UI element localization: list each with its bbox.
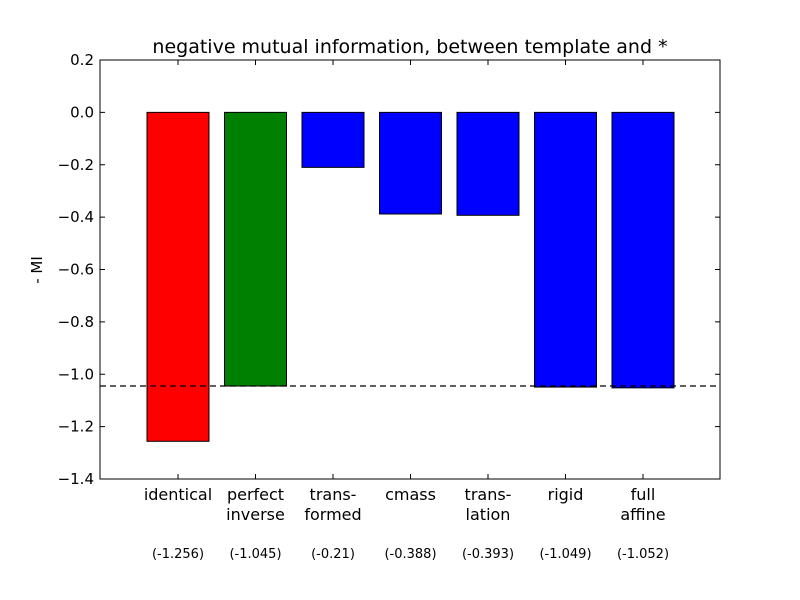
y-tick-label: 0.0	[70, 103, 94, 121]
bar	[224, 111, 287, 387]
bar	[534, 111, 597, 388]
value-label: (-0.21)	[311, 547, 355, 562]
y-tick-label: −0.8	[58, 313, 94, 331]
y-ticks-layer: 0.2 0.0 −0.2 −0.4 −0.6 −0.8 −1.0 −1.2 −1.4	[58, 51, 720, 488]
value-label: (-0.388)	[384, 547, 436, 562]
x-category-label: affine	[620, 505, 665, 524]
bar	[611, 111, 675, 389]
bar	[456, 111, 520, 216]
x-category-label: formed	[304, 505, 361, 524]
bars-layer	[146, 111, 675, 442]
y-tick-label: −0.2	[58, 156, 94, 174]
y-tick-label: −0.6	[58, 261, 94, 279]
value-label: (-1.045)	[229, 547, 281, 562]
x-category-label: rigid	[548, 485, 584, 504]
y-tick-label: −1.4	[58, 470, 94, 488]
y-tick-label: −1.2	[58, 418, 94, 436]
x-category-label: trans-	[310, 485, 357, 504]
value-label: (-1.256)	[152, 547, 204, 562]
y-tick-label: −1.0	[58, 365, 94, 383]
y-tick-label: −0.4	[58, 208, 94, 226]
x-category-label: lation	[466, 505, 511, 524]
chart-title: negative mutual information, between tem…	[152, 36, 667, 58]
value-label: (-1.049)	[539, 547, 591, 562]
value-label: (-0.393)	[462, 547, 514, 562]
x-category-label: full	[631, 485, 656, 504]
x-category-label: inverse	[226, 505, 285, 524]
bar	[146, 111, 210, 442]
bar	[379, 111, 442, 215]
y-tick-label: 0.2	[70, 51, 94, 69]
plot-frame	[99, 59, 721, 480]
x-category-label: cmass	[385, 485, 436, 504]
x-category-label: trans-	[465, 485, 512, 504]
value-label: (-1.052)	[617, 547, 669, 562]
x-category-label: identical	[144, 485, 212, 504]
y-axis-label: - MI	[28, 256, 46, 284]
x-category-label: perfect	[227, 485, 284, 504]
bar	[301, 111, 365, 168]
